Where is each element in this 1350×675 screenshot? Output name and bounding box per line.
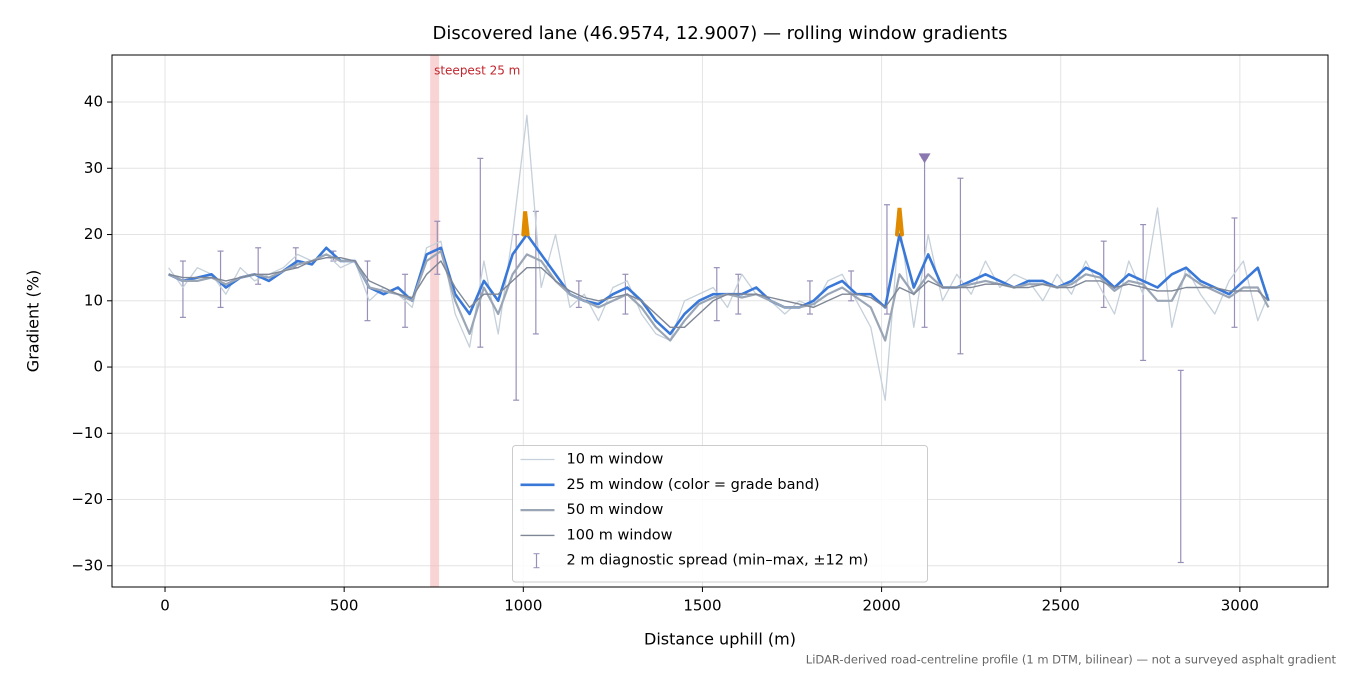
grade-band-highlight <box>895 207 904 237</box>
error-bar <box>364 260 371 322</box>
y-tick-label: −10 <box>71 424 103 442</box>
y-tick-label: 40 <box>84 93 103 111</box>
chart-title: Discovered lane (46.9574, 12.9007) — rol… <box>433 23 1008 44</box>
legend-label: 10 m window <box>567 452 664 468</box>
y-tick-label: −30 <box>71 556 103 574</box>
y-tick-label: 0 <box>93 358 103 376</box>
legend-label: 100 m window <box>567 527 673 543</box>
series-line <box>168 257 1269 328</box>
legend-label: 50 m window <box>567 502 664 518</box>
x-tick-label: 3000 <box>1221 597 1259 615</box>
x-tick-label: 500 <box>330 597 359 615</box>
steepest-label: steepest 25 m <box>434 64 520 78</box>
footnote: LiDAR-derived road-centreline profile (1… <box>806 653 1337 667</box>
legend-box <box>512 445 928 583</box>
error-bar <box>255 247 262 285</box>
legend-label: 2 m diagnostic spread (min–max, ±12 m) <box>567 553 869 569</box>
x-tick-label: 2000 <box>862 597 900 615</box>
x-tick-label: 0 <box>160 597 170 615</box>
x-tick-label: 1000 <box>504 597 542 615</box>
error-bar <box>1177 369 1184 564</box>
steepest-band <box>430 55 440 587</box>
x-axis-label: Distance uphill (m) <box>644 630 796 649</box>
error-bar <box>1100 240 1107 309</box>
y-axis-label: Gradient (%) <box>24 270 43 372</box>
error-bar <box>477 157 484 348</box>
error-bar <box>957 177 964 355</box>
grade-band-highlight <box>521 211 530 237</box>
plot-frame <box>111 54 1329 588</box>
x-tick-label: 2500 <box>1042 597 1080 615</box>
x-tick-label: 1500 <box>683 597 721 615</box>
y-tick-label: 20 <box>84 225 103 243</box>
y-tick-label: −20 <box>71 490 103 508</box>
error-bar <box>806 280 813 315</box>
marker <box>918 153 931 164</box>
legend-label: 25 m window (color = grade band) <box>567 477 820 493</box>
error-bar <box>575 280 582 309</box>
error-bar <box>513 233 520 401</box>
error-bar <box>179 260 186 318</box>
y-tick-label: 30 <box>84 159 103 177</box>
error-bar <box>532 210 539 335</box>
y-tick-label: 10 <box>84 291 103 309</box>
error-bar <box>848 270 855 302</box>
error-bar <box>434 220 441 275</box>
